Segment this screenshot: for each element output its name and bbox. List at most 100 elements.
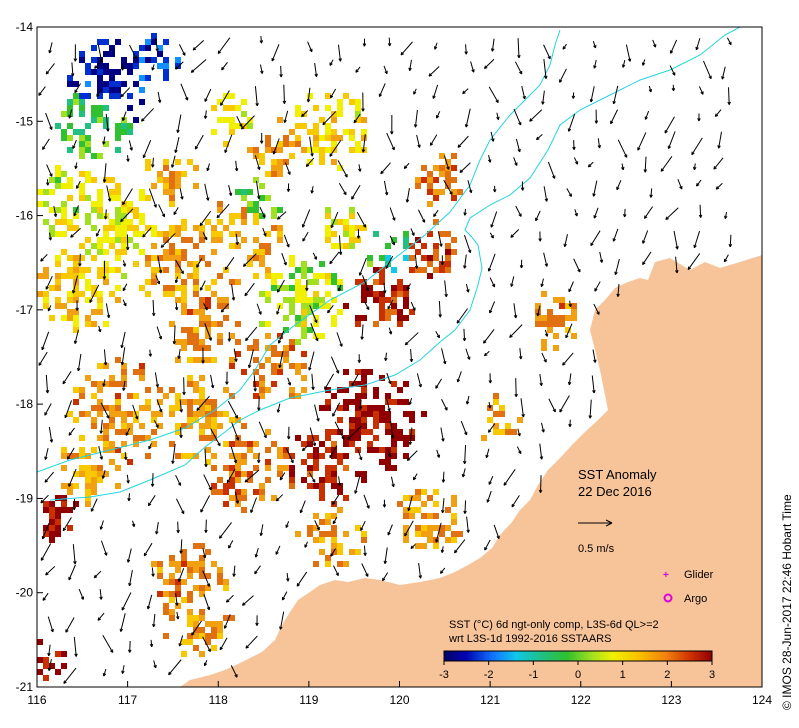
current-vector: [387, 299, 394, 310]
sst-cell: [259, 213, 265, 219]
sst-cell: [433, 177, 439, 183]
current-vector: [459, 162, 471, 173]
sst-cell: [241, 219, 247, 225]
current-vector: [73, 636, 78, 657]
sst-cell: [397, 321, 403, 327]
current-vector: [221, 61, 228, 71]
current-vector: [132, 404, 139, 420]
sst-cell: [319, 117, 325, 123]
sst-cell: [265, 321, 271, 327]
sst-cell: [151, 243, 157, 249]
sst-cell: [211, 225, 217, 231]
sst-cell: [127, 105, 133, 111]
sst-cell: [325, 147, 331, 153]
sst-cell: [67, 225, 73, 231]
current-vector: [203, 303, 208, 311]
current-vector: [99, 520, 104, 530]
current-vector: [692, 163, 697, 171]
sst-cell: [97, 213, 103, 219]
sst-cell: [175, 405, 181, 411]
current-vector: [128, 140, 133, 151]
sst-cell: [259, 483, 265, 489]
sst-cell: [157, 591, 163, 597]
sst-cell: [211, 429, 217, 435]
current-vector: [599, 251, 604, 263]
sst-cell: [115, 285, 121, 291]
sst-cell: [295, 369, 301, 375]
current-vector: [41, 331, 50, 351]
sst-cell: [175, 579, 181, 585]
current-vector: [105, 113, 110, 132]
sst-cell: [367, 411, 373, 417]
sst-cell: [121, 375, 127, 381]
current-vector: [231, 422, 240, 441]
current-vector: [563, 234, 568, 248]
sst-cell: [253, 381, 259, 387]
current-vector: [306, 87, 311, 103]
lat-tick-label: -19: [16, 491, 34, 505]
current-vector: [40, 253, 48, 262]
current-vector: [410, 544, 416, 549]
current-vector: [38, 86, 46, 96]
sst-cell: [85, 465, 91, 471]
current-vector: [383, 547, 388, 564]
sst-cell: [37, 639, 43, 645]
current-vector: [567, 373, 572, 386]
sst-cell: [121, 237, 127, 243]
sst-cell: [325, 399, 331, 405]
current-vector: [62, 370, 72, 385]
sst-cell: [517, 417, 523, 423]
sst-cell: [187, 381, 193, 387]
sst-cell: [253, 369, 259, 375]
sst-cell: [343, 231, 349, 237]
sst-cell: [451, 237, 457, 243]
current-vector: [45, 374, 50, 394]
sst-cell: [55, 219, 61, 225]
sst-cell: [451, 501, 457, 507]
current-vector: [329, 139, 342, 157]
sst-cell: [211, 483, 217, 489]
sst-cell: [253, 453, 259, 459]
sst-cell: [193, 339, 199, 345]
current-vector: [612, 85, 619, 105]
current-vector: [250, 497, 258, 513]
sst-cell: [133, 117, 139, 123]
sst-cell: [85, 219, 91, 225]
sst-cell: [85, 489, 91, 495]
sst-cell: [277, 159, 283, 165]
sst-cell: [271, 441, 277, 447]
sst-cell: [319, 159, 325, 165]
current-vector: [490, 38, 495, 52]
sst-cell: [67, 255, 73, 261]
sst-cell: [457, 531, 463, 537]
sst-cell: [169, 561, 175, 567]
current-vector: [204, 183, 210, 201]
current-vector: [441, 348, 447, 365]
sst-cell: [73, 309, 79, 315]
sst-cell: [325, 129, 331, 135]
sst-cell: [133, 435, 139, 441]
sst-cell: [571, 303, 577, 309]
current-vector: [416, 134, 421, 148]
current-vector: [496, 112, 500, 121]
sst-cell: [313, 321, 319, 327]
sst-cell: [247, 261, 253, 267]
sst-cell: [181, 327, 187, 333]
current-vector: [587, 161, 594, 168]
sst-cell: [385, 453, 391, 459]
sst-cell: [451, 249, 457, 255]
sst-cell: [61, 465, 67, 471]
sst-cell: [103, 69, 109, 75]
sst-cell: [409, 417, 415, 423]
current-vector: [382, 572, 389, 582]
current-vector: [308, 351, 315, 371]
sst-cell: [247, 201, 253, 207]
current-vector: [470, 61, 475, 73]
sst-cell: [373, 279, 379, 285]
sst-cell: [397, 501, 403, 507]
current-vector: [437, 231, 443, 247]
sst-cell: [193, 645, 199, 651]
sst-cell: [109, 441, 115, 447]
sst-cell: [199, 345, 205, 351]
sst-cell: [307, 327, 313, 333]
